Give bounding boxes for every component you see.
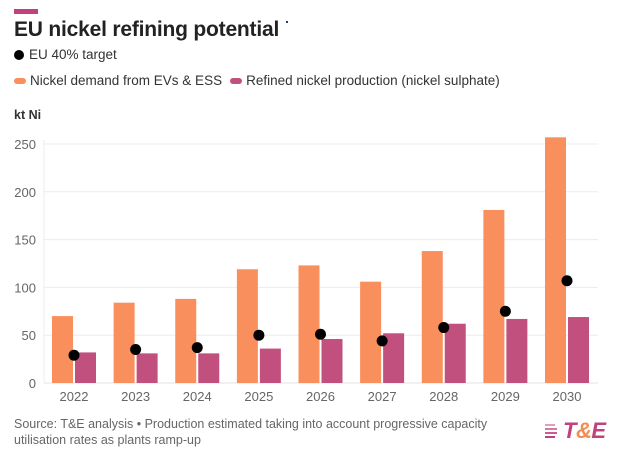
y-tick-label: 100: [14, 280, 36, 295]
target-dot: [253, 329, 265, 341]
x-tick-label: 2025: [244, 389, 273, 404]
demand-bar: [113, 302, 135, 383]
x-tick-label: 2030: [553, 389, 582, 404]
logo-lines-icon: [545, 424, 557, 438]
gridlines: [43, 140, 598, 384]
production-bar: [259, 348, 281, 383]
x-tick-label: 2024: [183, 389, 212, 404]
x-tick-label: 2023: [121, 389, 150, 404]
target-dot: [68, 349, 80, 361]
production-bar: [506, 318, 528, 383]
production-bar: [136, 353, 158, 383]
legend-item-production: Refined nickel production (nickel sulpha…: [230, 73, 500, 88]
demand-bar: [236, 269, 258, 383]
legend-target-label: EU 40% target: [29, 47, 117, 62]
logo-text: T&E: [563, 418, 606, 444]
logo-amp: &: [575, 418, 592, 443]
production-bar: [321, 339, 343, 383]
target-dot: [130, 344, 142, 356]
demand-bar: [52, 316, 73, 383]
production-bar: [383, 333, 405, 383]
source-note: Source: T&E analysis • Production estima…: [14, 417, 488, 447]
legend-target: EU 40% target: [14, 47, 117, 62]
production-bar: [75, 352, 96, 383]
x-tick-label: 2029: [491, 389, 520, 404]
legend-item-demand: Nickel demand from EVs & ESS: [14, 73, 222, 88]
target-dot-icon: [14, 49, 24, 60]
y-tick-label: 250: [14, 137, 36, 152]
demand-bar: [175, 298, 197, 383]
production-bar: [444, 323, 466, 383]
te-logo: T&E: [545, 418, 606, 444]
y-tick-labels: 0 50 100 150 200 250: [14, 137, 36, 391]
demand-bar: [421, 251, 443, 383]
legend-series: Nickel demand from EVs & ESS Refined nic…: [14, 73, 508, 88]
demand-bar: [483, 209, 505, 383]
demand-swatch-icon: [14, 77, 26, 84]
x-tick-label: 2022: [60, 389, 89, 404]
x-tick-label: 2028: [429, 389, 458, 404]
target-dot: [499, 305, 511, 317]
demand-bar: [298, 265, 320, 383]
target-dot: [376, 335, 388, 347]
logo-e: E: [591, 418, 606, 443]
target-dot: [561, 275, 573, 287]
x-tick-label: 2027: [368, 389, 397, 404]
production-bar: [568, 317, 589, 383]
logo-t: T: [563, 418, 576, 443]
target-dot: [315, 328, 326, 340]
x-tick-labels: 2022 2023 2024 2025 2026 2027 2028 2029 2030: [60, 389, 582, 404]
x-tick-label: 2026: [306, 389, 335, 404]
y-tick-label: 50: [22, 328, 36, 343]
target-dots: [68, 275, 573, 361]
y-tick-label: 0: [29, 376, 36, 391]
y-tick-label: 200: [14, 185, 36, 200]
target-dot: [438, 322, 450, 334]
stray-mark: [286, 21, 288, 23]
y-axis-label: kt Ni: [14, 108, 42, 122]
production-swatch-icon: [230, 77, 243, 84]
production-bar: [198, 353, 220, 383]
accent-bar: [14, 9, 38, 14]
demand-bar: [545, 137, 566, 383]
target-dot: [191, 342, 203, 354]
demand-bar: [360, 281, 382, 383]
chart-title: EU nickel refining potential: [14, 18, 280, 41]
legend-production-label: Refined nickel production (nickel sulpha…: [246, 73, 500, 88]
legend-demand-label: Nickel demand from EVs & ESS: [30, 73, 223, 88]
y-tick-label: 150: [14, 233, 36, 248]
bars: [52, 137, 589, 383]
